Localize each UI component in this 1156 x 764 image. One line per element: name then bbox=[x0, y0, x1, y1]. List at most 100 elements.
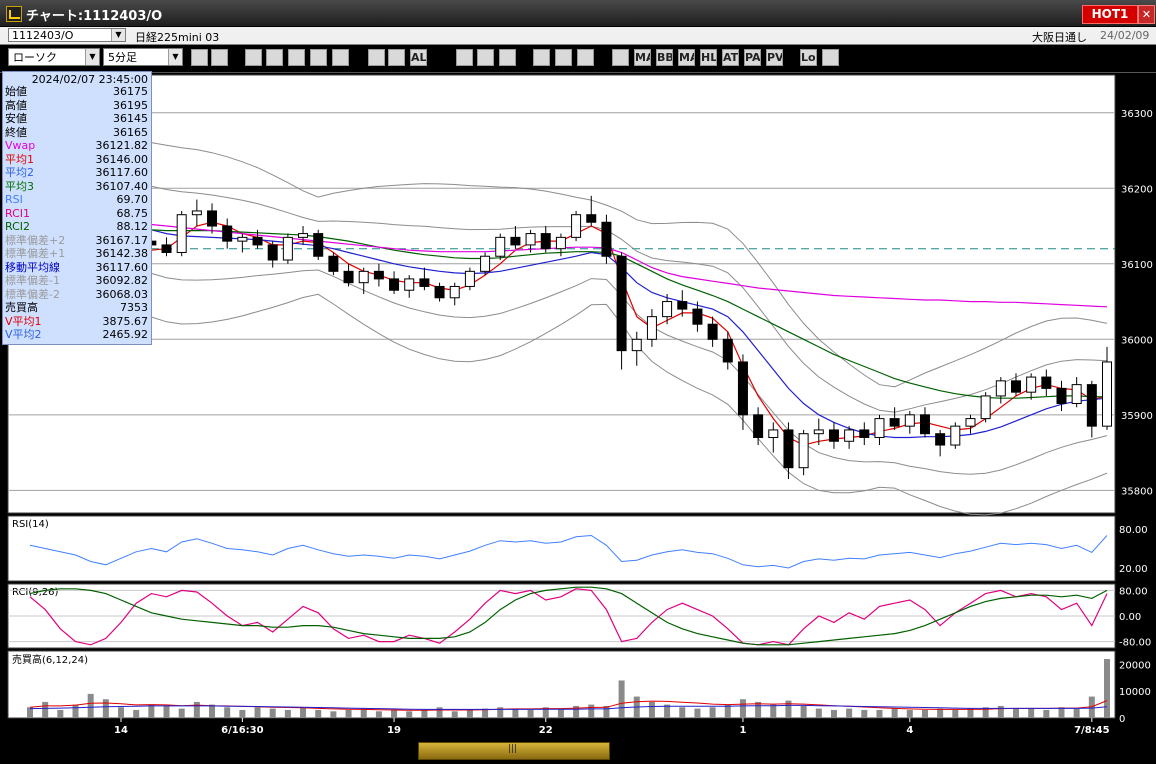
candle bbox=[859, 429, 870, 438]
toolbar-draw-1-button[interactable] bbox=[245, 49, 262, 66]
toolbar-text-button[interactable] bbox=[332, 49, 349, 66]
candle bbox=[995, 380, 1006, 397]
bb-upper-2-line bbox=[29, 115, 1108, 388]
pvt-icon: PVT bbox=[767, 51, 783, 64]
toolbar-config-button[interactable] bbox=[533, 49, 550, 66]
info-label: 平均1 bbox=[5, 152, 34, 166]
toolbar-line-button[interactable] bbox=[456, 49, 473, 66]
info-label: RSI bbox=[5, 193, 23, 206]
candle bbox=[464, 270, 475, 287]
volume-bar bbox=[269, 708, 276, 718]
toolbar-bb-button[interactable]: BB bbox=[656, 49, 673, 66]
candle bbox=[631, 338, 642, 352]
toolbar-tool-button[interactable] bbox=[555, 49, 572, 66]
candle bbox=[389, 278, 400, 291]
candle bbox=[161, 244, 172, 253]
toolbar-ma-button[interactable]: MA bbox=[634, 49, 651, 66]
volume-bar bbox=[679, 707, 686, 718]
candle bbox=[298, 233, 309, 238]
price-tick-label: 36200 bbox=[1121, 184, 1153, 195]
candle bbox=[813, 429, 824, 435]
candle bbox=[586, 214, 597, 223]
volume-average-line bbox=[29, 704, 1108, 710]
volume-bar bbox=[694, 708, 701, 718]
rci-line bbox=[29, 588, 1108, 646]
toolbar-pvt-button[interactable]: PVT bbox=[766, 49, 783, 66]
toolbar-bars-button[interactable] bbox=[288, 49, 305, 66]
candle bbox=[252, 236, 263, 246]
info-value: 36145 bbox=[113, 112, 148, 125]
toolbar-cross-button[interactable] bbox=[310, 49, 327, 66]
chevron-down-icon[interactable]: ▼ bbox=[85, 49, 99, 65]
bb-icon: BB bbox=[657, 51, 673, 64]
chart-canvas[interactable]: 36300 36200 36100 36000 35900 35800 RSI(14) 80.… bbox=[0, 73, 1156, 760]
toolbar-para-button[interactable]: PA RA bbox=[744, 49, 761, 66]
toolbar-layout-button[interactable] bbox=[211, 49, 228, 66]
toolbar-log-button[interactable]: Log bbox=[800, 49, 817, 66]
volume-bar bbox=[800, 705, 807, 718]
volume-bar bbox=[375, 711, 382, 718]
info-value: 88.12 bbox=[116, 220, 149, 233]
volume-bar bbox=[1028, 708, 1035, 718]
interval-select[interactable]: 5分足 ▼ bbox=[103, 48, 183, 66]
toolbar-hl-button[interactable]: HL bbox=[700, 49, 717, 66]
volume-bar bbox=[573, 705, 580, 718]
toolbar-all-button[interactable]: ALL bbox=[410, 49, 427, 66]
volume-bar bbox=[1043, 709, 1050, 718]
panel-1-background bbox=[7, 515, 1116, 582]
toolbar-undo-button[interactable] bbox=[499, 49, 516, 66]
toolbar-cursor-button[interactable] bbox=[477, 49, 494, 66]
volume-bar bbox=[1104, 659, 1110, 718]
code-select[interactable]: 1112403/O ▼ bbox=[8, 28, 126, 42]
volume-bar bbox=[224, 707, 231, 718]
candle bbox=[404, 278, 415, 291]
volume-bar bbox=[87, 693, 94, 718]
data-info-panel: 2024/02/07 23:45:00 始値 36175 高値 36195 安値 3614… bbox=[2, 71, 152, 345]
rci-tick-label: 0.00 bbox=[1119, 612, 1141, 623]
volume-bar bbox=[982, 707, 989, 718]
volume-bar bbox=[937, 708, 944, 718]
bb-lower-1-line bbox=[29, 196, 1108, 475]
volume-bar bbox=[300, 707, 307, 718]
info-value: 69.70 bbox=[116, 193, 149, 206]
volume-bar bbox=[603, 705, 610, 718]
toolbar-color-button[interactable] bbox=[577, 49, 594, 66]
chevron-down-icon[interactable]: ▼ bbox=[168, 49, 182, 65]
info-row: 始値 36175 bbox=[5, 85, 148, 98]
bb-upper-1-line bbox=[29, 145, 1108, 413]
info-row: 標準偏差+1 36142.38 bbox=[5, 247, 148, 260]
volume-tick-label: 10000 bbox=[1119, 687, 1151, 698]
toolbar-left-button[interactable] bbox=[368, 49, 385, 66]
candle bbox=[222, 225, 233, 242]
chart-type-select[interactable]: ローソク ▼ bbox=[8, 48, 100, 66]
chart-area[interactable]: 36300 36200 36100 36000 35900 35800 RSI(14) 80.… bbox=[0, 73, 1156, 760]
toolbar-export-button[interactable] bbox=[822, 49, 839, 66]
volume-bar bbox=[436, 707, 443, 718]
info-value: 36092.82 bbox=[95, 274, 149, 287]
volume-bar bbox=[709, 707, 716, 718]
chart-toolbar: ローソク ▼ 5分足 ▼ ALL MA BB MAE HL ATR PA RA PVT Log bbox=[0, 45, 1156, 73]
toolbar-zoom-button[interactable] bbox=[266, 49, 283, 66]
info-row: RCI1 68.75 bbox=[5, 207, 148, 220]
candle bbox=[889, 418, 900, 427]
volume-bar bbox=[588, 704, 595, 718]
hot-button[interactable]: HOT1 bbox=[1082, 5, 1138, 24]
volume-bar bbox=[527, 709, 534, 718]
toolbar-ind-1-button[interactable] bbox=[612, 49, 629, 66]
info-value: 36117.60 bbox=[95, 166, 149, 179]
info-label: V平均2 bbox=[5, 328, 42, 341]
toolbar-right-button[interactable] bbox=[388, 49, 405, 66]
toolbar-mae-button[interactable]: MAE bbox=[678, 49, 695, 66]
toolbar-search-button[interactable] bbox=[191, 49, 208, 66]
candle bbox=[844, 429, 855, 442]
volume-tick-label: 0 bbox=[1119, 714, 1125, 725]
info-value: 36175 bbox=[113, 85, 148, 98]
volume-bar bbox=[861, 709, 868, 718]
chevron-down-icon[interactable]: ▼ bbox=[111, 29, 125, 41]
interval-value: 5分足 bbox=[108, 51, 137, 64]
info-value: 36117.60 bbox=[95, 260, 149, 274]
volume-bar bbox=[557, 708, 564, 718]
close-icon[interactable]: ✕ bbox=[1138, 5, 1155, 24]
toolbar-atr-button[interactable]: ATR bbox=[722, 49, 739, 66]
volume-bar bbox=[27, 707, 33, 718]
